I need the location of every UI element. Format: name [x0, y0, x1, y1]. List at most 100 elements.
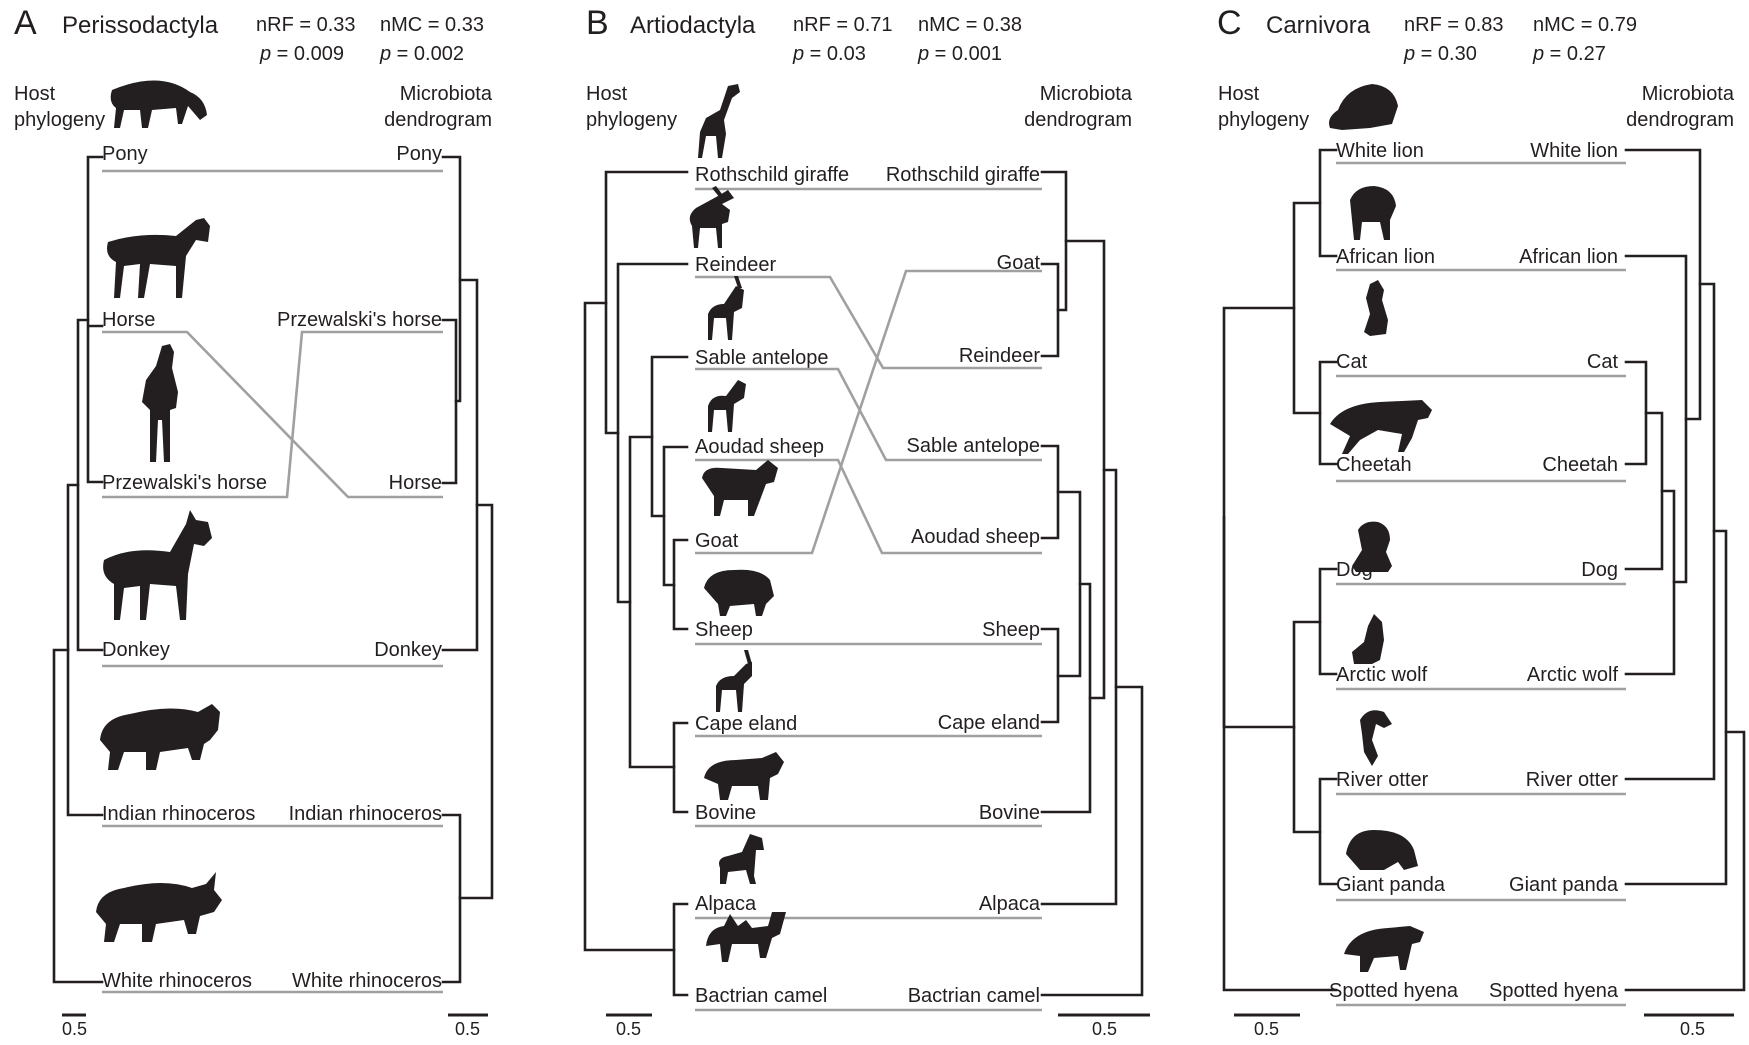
scale-bar-label: 0.5 — [62, 1019, 87, 1039]
nmc-stat: nMC = 0.33 — [380, 14, 484, 36]
host-leaf-label: Przewalski's horse — [102, 472, 267, 494]
microbiota-leaf-label: Giant panda — [1509, 874, 1619, 896]
host-tree-branch — [1292, 620, 1322, 834]
nrf-p-value: p = 0.009 — [259, 43, 344, 65]
microbiota-tree-branch — [441, 318, 458, 485]
microbiota-leaf-label: Horse — [389, 472, 442, 494]
microbiota-leaf-label: Cape eland — [938, 712, 1040, 734]
connector-line — [695, 458, 1042, 555]
microbiota-leaf-label: River otter — [1526, 769, 1619, 791]
host-leaf-label: Alpaca — [695, 893, 757, 915]
host-leaf-label: Aoudad sheep — [695, 436, 824, 458]
host-tree-branch — [672, 538, 689, 631]
connector-line — [102, 330, 443, 499]
microbiota-dendrogram-label: Microbiota dendrogram — [384, 83, 493, 131]
alpaca-silhouette-icon — [719, 834, 764, 884]
pony-silhouette-icon — [110, 80, 207, 128]
connector-line — [102, 330, 443, 499]
scale-bar-label: 0.5 — [1092, 1019, 1117, 1039]
goat-silhouette-icon — [702, 460, 778, 516]
microbiota-tree-branch — [1040, 170, 1068, 312]
microbiota-leaf-label: Cheetah — [1542, 454, 1618, 476]
microbiota-tree-branch — [1040, 685, 1144, 997]
aoudad-sheep-silhouette-icon — [708, 380, 746, 432]
scale-bar-label: 0.5 — [1254, 1019, 1279, 1039]
microbiota-leaf-label: Cat — [1587, 351, 1619, 373]
scale-bar-label: 0.5 — [455, 1019, 480, 1039]
microbiota-leaf-label: Pony — [396, 143, 442, 165]
host-tree-branch — [1318, 148, 1338, 258]
bactrian-camel-silhouette-icon — [706, 912, 786, 962]
giant-panda-silhouette-icon — [1346, 830, 1418, 870]
microbiota-leaf-label: Bovine — [979, 802, 1040, 824]
microbiota-tree-branch — [441, 278, 479, 652]
microbiota-leaf-label: White lion — [1530, 140, 1618, 162]
host-leaf-label: Donkey — [102, 639, 170, 661]
host-leaf-label: Sable antelope — [695, 347, 828, 369]
microbiota-leaf-label: Donkey — [374, 639, 442, 661]
host-tree-branch — [1318, 567, 1338, 676]
host-tree-branch — [1222, 515, 1338, 992]
host-tree-branch — [672, 721, 689, 814]
microbiota-tree-branch — [1064, 239, 1106, 700]
host-leaf-label: Cat — [1336, 351, 1368, 373]
host-tree-branch — [1318, 360, 1338, 466]
panel-a: A Perissodactyla nRF = 0.33 nMC = 0.33 p… — [14, 4, 494, 1039]
host-leaf-label: Giant panda — [1336, 874, 1446, 896]
indian-rhinoceros-silhouette-icon — [100, 704, 220, 770]
nrf-p-value: p = 0.30 — [1403, 43, 1477, 65]
panel-title: Carnivora — [1266, 12, 1371, 39]
microbiota-leaf-label: White rhinoceros — [292, 970, 442, 992]
microbiota-leaf-label: Bactrian camel — [908, 985, 1040, 1007]
sheep-silhouette-icon — [704, 569, 774, 616]
microbiota-dendrogram-label: Microbiota dendrogram — [1024, 83, 1133, 131]
host-leaf-label: Goat — [695, 530, 739, 552]
host-tree-branch — [86, 155, 104, 484]
host-leaf-label: Cape eland — [695, 713, 797, 735]
host-tree-branch — [52, 648, 104, 984]
microbiota-tree-branch — [1056, 490, 1082, 678]
microbiota-leaf-label: Alpaca — [979, 893, 1041, 915]
microbiota-leaf-label: Aoudad sheep — [911, 526, 1040, 548]
microbiota-leaf-label: Przewalski's horse — [277, 309, 442, 331]
host-leaf-label: African lion — [1336, 246, 1435, 268]
host-tree-branch — [1318, 777, 1338, 886]
microbiota-tree-branch — [1624, 254, 1688, 584]
host-leaf-label: Bovine — [695, 802, 756, 824]
host-phylogeny-label: Host phylogeny — [1218, 83, 1309, 131]
bovine-silhouette-icon — [704, 752, 784, 800]
reindeer-silhouette-icon — [689, 186, 734, 248]
microbiota-tree-branch — [441, 155, 462, 403]
host-phylogeny-label: Host phylogeny — [14, 83, 105, 131]
microbiota-leaf-label: Sheep — [982, 619, 1040, 641]
panel-letter: B — [586, 4, 609, 42]
spotted-hyena-silhouette-icon — [1344, 926, 1424, 972]
microbiota-leaf-label: Dog — [1581, 559, 1618, 581]
host-leaf-label: Arctic wolf — [1336, 664, 1428, 686]
microbiota-leaf-label: Rothschild giraffe — [886, 164, 1040, 186]
host-leaf-label: White lion — [1336, 140, 1424, 162]
host-tree-branch — [672, 902, 689, 997]
host-leaf-label: Rothschild giraffe — [695, 164, 849, 186]
host-tree-branch — [583, 301, 676, 952]
microbiota-dendrogram-label: Microbiota dendrogram — [1626, 83, 1735, 131]
nmc-stat: nMC = 0.79 — [1533, 14, 1637, 36]
panel-title: Perissodactyla — [62, 12, 219, 39]
panel-b: B Artiodactyla nRF = 0.71 nMC = 0.38 p =… — [583, 4, 1150, 1039]
river-otter-silhouette-icon — [1360, 710, 1392, 766]
scale-bar-label: 0.5 — [616, 1019, 641, 1039]
host-leaf-label: Sheep — [695, 619, 753, 641]
host-leaf-label: Spotted hyena — [1329, 980, 1459, 1002]
microbiota-tree-branch — [1624, 148, 1702, 421]
microbiota-tree-branch — [1040, 582, 1092, 814]
donkey-silhouette-icon — [103, 510, 212, 620]
host-tree-branch — [76, 318, 104, 652]
microbiota-tree-branch — [1040, 627, 1060, 724]
sable-antelope-silhouette-icon — [708, 276, 744, 340]
giraffe-silhouette-icon — [698, 84, 740, 158]
panel-c: C Carnivora nRF = 0.83 nMC = 0.79 p = 0.… — [1217, 4, 1746, 1039]
microbiota-leaf-label: Spotted hyena — [1489, 980, 1619, 1002]
panel-title: Artiodactyla — [630, 12, 756, 39]
microbiota-tree-branch — [441, 813, 462, 984]
